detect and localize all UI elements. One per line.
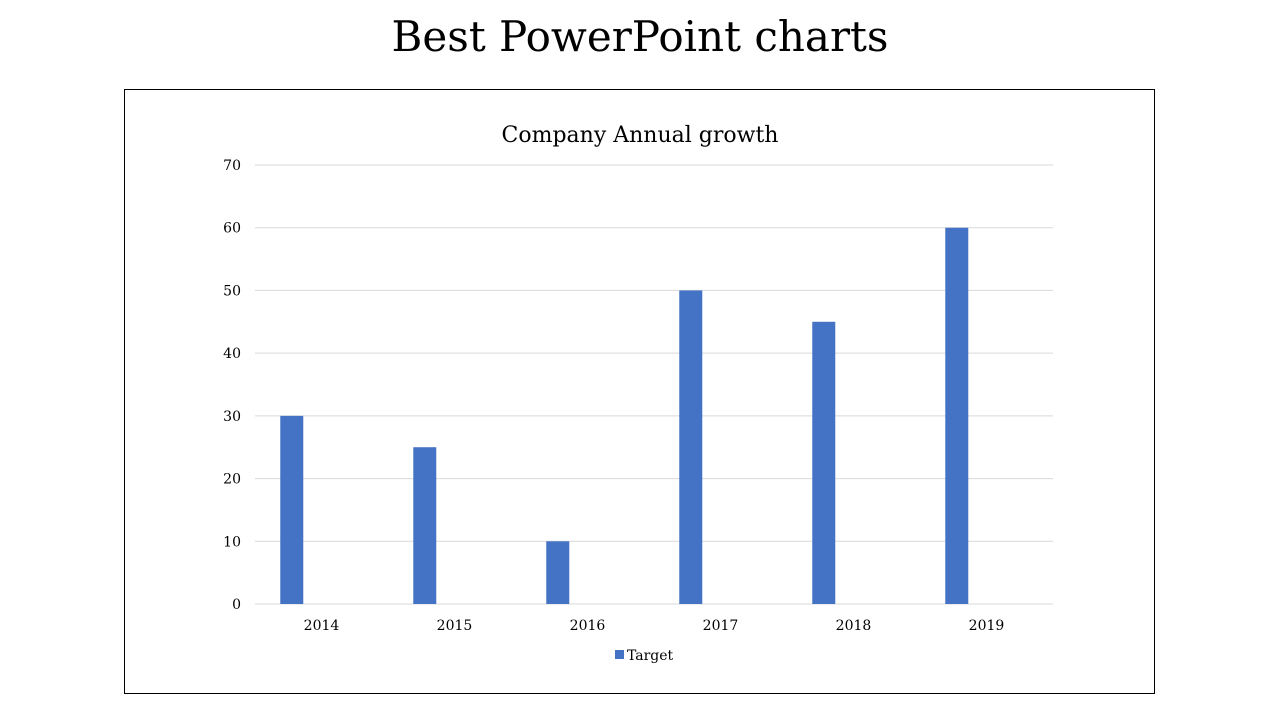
y-tick-label: 0 <box>232 597 241 613</box>
y-tick-label: 30 <box>223 409 241 425</box>
y-axis-tick-labels: 0 10 20 30 40 50 60 70 <box>223 158 241 613</box>
bar-2019 <box>945 227 969 604</box>
x-tick-label: 2017 <box>703 618 739 634</box>
y-tick-label: 40 <box>223 346 241 362</box>
bar-chart: Company Annual growth 0 10 20 30 40 50 60 70 20… <box>223 123 1053 664</box>
x-tick-label: 2014 <box>304 618 340 634</box>
x-tick-label: 2019 <box>969 618 1005 634</box>
y-tick-label: 60 <box>223 221 241 237</box>
gridlines <box>255 164 1053 605</box>
chart-frame: Company Annual growth 0 10 20 30 40 50 60 70 20… <box>124 89 1155 694</box>
y-tick-label: 20 <box>223 472 241 488</box>
x-tick-label: 2016 <box>570 618 606 634</box>
x-tick-label: 2015 <box>437 618 473 634</box>
bar-2017 <box>679 290 703 604</box>
slide-title: Best PowerPoint charts <box>391 12 889 61</box>
legend-swatch <box>615 650 624 659</box>
legend: Target <box>615 648 674 664</box>
bar-2015 <box>413 447 437 604</box>
x-tick-label: 2018 <box>836 618 872 634</box>
x-axis-tick-labels: 2014 2015 2016 2017 2018 2019 <box>304 618 1005 634</box>
bar-2016 <box>546 541 570 604</box>
bar-2018 <box>812 321 836 604</box>
chart-title: Company Annual growth <box>502 123 779 148</box>
bars <box>280 227 969 604</box>
y-tick-label: 50 <box>223 283 241 299</box>
y-tick-label: 70 <box>223 158 241 174</box>
legend-label: Target <box>627 648 674 664</box>
y-tick-label: 10 <box>223 534 241 550</box>
bar-2014 <box>280 415 304 604</box>
